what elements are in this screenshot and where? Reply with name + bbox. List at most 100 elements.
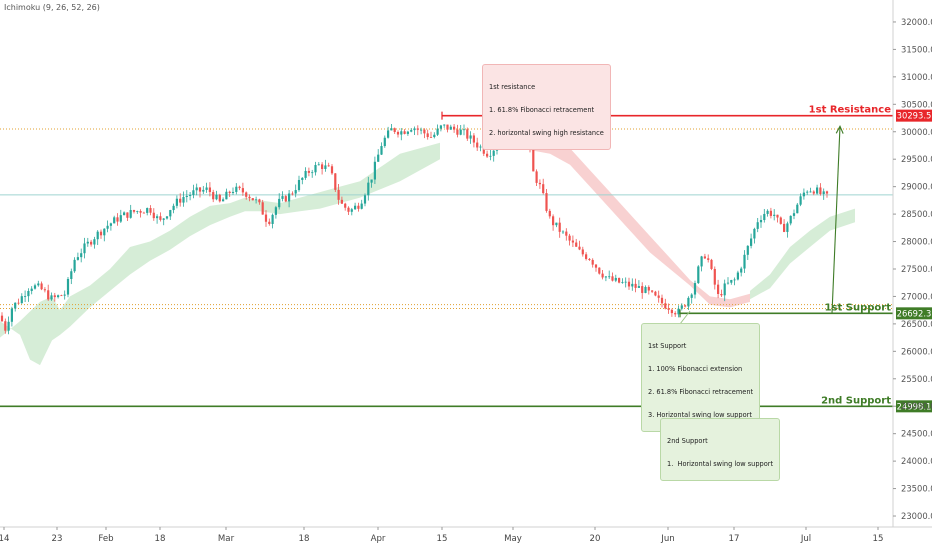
candle-body	[400, 131, 403, 135]
resistance-callout[interactable]: 1st resistance 1. 61.8% Fibonacci retrac…	[482, 64, 611, 150]
candle-body	[40, 283, 43, 290]
candle-body	[268, 221, 271, 224]
candle-body	[687, 297, 690, 307]
indicator-label[interactable]: Ichimoku (9, 26, 52, 26)	[4, 3, 100, 12]
candle-body	[657, 295, 660, 298]
candle-body	[231, 191, 235, 193]
target-arrow	[831, 126, 841, 314]
candle-body	[340, 199, 343, 204]
candle-body	[132, 210, 136, 212]
candle-body	[258, 199, 261, 203]
candle-body	[479, 146, 482, 148]
candle-body	[288, 193, 291, 202]
candle-body	[393, 128, 396, 132]
candle-body	[129, 210, 132, 218]
candle-body	[4, 321, 7, 331]
candle-body	[565, 231, 568, 236]
candle-body	[60, 295, 63, 297]
candle-body	[769, 210, 772, 216]
candle-body	[396, 131, 400, 135]
candle-body	[707, 258, 710, 260]
candle-body	[146, 208, 149, 213]
candle-body	[684, 305, 687, 307]
callout-line: 1. Horizontal swing low support	[667, 459, 774, 468]
candle-body	[756, 222, 759, 229]
candle-body	[449, 126, 452, 130]
support2-callout[interactable]: 2nd Support 1. Horizontal swing low supp…	[660, 418, 781, 482]
candle-body	[330, 166, 334, 174]
candle-body	[466, 129, 469, 139]
candle-body	[93, 239, 96, 245]
candle-body	[743, 254, 746, 269]
candle-body	[198, 187, 202, 192]
candle-body	[334, 173, 337, 190]
candle-body	[552, 216, 555, 226]
callout-line: 1. 61.8% Fibonacci retracement	[489, 105, 595, 114]
callout-line: 2. 61.8% Fibonacci retracement	[648, 387, 754, 396]
candle-body	[433, 134, 436, 138]
candle-body	[792, 213, 796, 216]
candle-body	[215, 194, 218, 200]
candle-body	[119, 215, 122, 222]
candle-body	[647, 286, 650, 291]
support1-callout[interactable]: 1st Support 1. 100% Fibonacci extension …	[641, 323, 761, 432]
x-tick-label: 14	[0, 534, 9, 544]
candle-body	[809, 191, 812, 193]
candle-body	[370, 179, 373, 183]
candle-body	[733, 279, 736, 281]
candle-body	[403, 131, 406, 134]
candle-body	[641, 286, 644, 293]
candle-body	[10, 308, 13, 322]
candle-body	[429, 137, 433, 138]
candle-body	[20, 296, 23, 304]
candle-body	[202, 189, 205, 192]
callout-line: 3. Horizontal swing low support	[648, 410, 752, 419]
candle-body	[611, 276, 614, 281]
candle-body	[462, 129, 466, 131]
candle-body	[116, 217, 119, 222]
candle-body	[205, 187, 208, 190]
candle-body	[472, 135, 475, 143]
y-tick-label: 31500.0	[901, 44, 932, 54]
candle-body	[172, 205, 175, 211]
x-tick-label: 20	[590, 534, 601, 544]
candle-body	[80, 253, 83, 258]
candle-body	[50, 295, 53, 300]
candle-body	[390, 128, 393, 131]
x-tick-label: 23	[52, 534, 63, 544]
y-tick-label: 25000.0	[901, 401, 932, 411]
candle-body	[753, 228, 756, 239]
target-arrow-head	[835, 124, 844, 134]
candle-body	[185, 195, 188, 198]
candle-body	[149, 208, 152, 213]
candle-body	[644, 286, 647, 293]
candle-body	[291, 193, 294, 195]
candle-body	[317, 164, 320, 166]
candle-body	[139, 211, 142, 213]
candle-body	[660, 297, 664, 304]
price-tag	[896, 400, 932, 413]
candle-body	[776, 214, 779, 218]
y-tick-label: 24000.0	[901, 456, 932, 466]
candle-body	[304, 170, 307, 178]
candle-body	[76, 257, 79, 260]
x-tick-label: Jul	[800, 534, 811, 544]
price-tag-label: 24998.1	[897, 401, 932, 411]
candle-body	[825, 191, 829, 194]
candle-body	[156, 216, 159, 219]
candle-body	[165, 216, 169, 219]
candle-body	[189, 194, 192, 196]
x-tick-label: Mar	[218, 534, 235, 544]
candle-body	[387, 130, 390, 138]
level-label: 1st Resistance	[809, 105, 892, 116]
candle-body	[297, 179, 301, 191]
candle-body	[354, 205, 357, 210]
y-tick-label: 23000.0	[901, 511, 932, 521]
candle-body	[103, 228, 106, 236]
candle-body	[136, 211, 139, 212]
candle-body	[548, 210, 551, 217]
candle-body	[591, 259, 594, 265]
candle-body	[423, 129, 426, 134]
candle-body	[33, 285, 37, 289]
